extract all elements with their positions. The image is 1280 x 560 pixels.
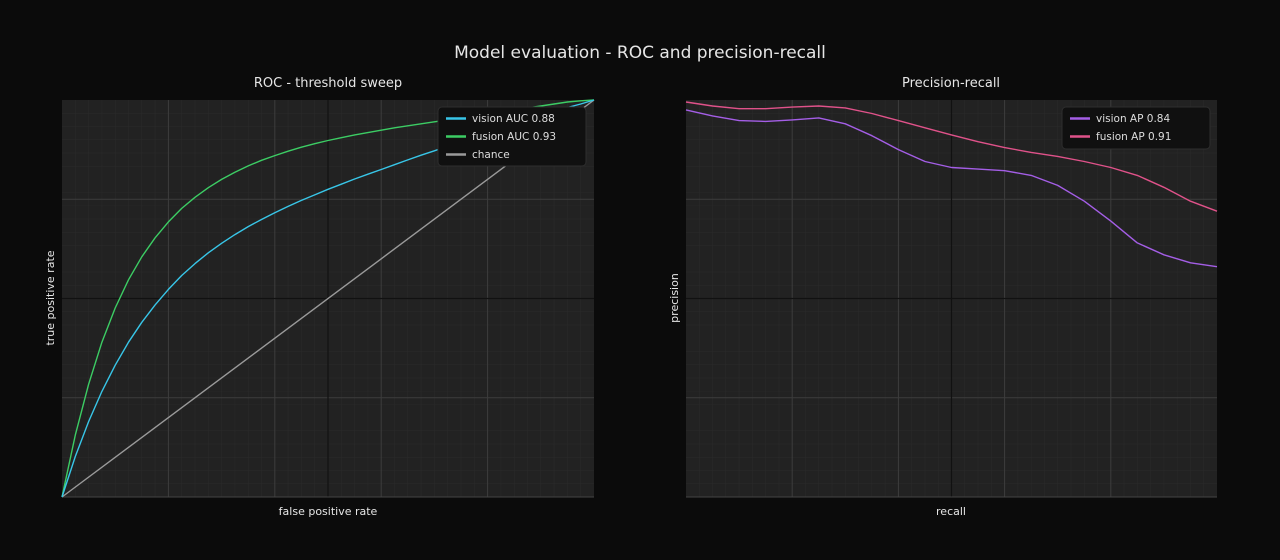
roc-legend: vision AUC 0.88 fusion AUC 0.93 chance bbox=[437, 106, 587, 167]
pr-legend-box bbox=[1061, 106, 1211, 150]
roc-legend-label-fusion: fusion AUC 0.93 bbox=[472, 131, 556, 143]
pr-series-line-vision bbox=[685, 109, 1218, 268]
pr-legend: vision AP 0.84 fusion AP 0.91 bbox=[1061, 106, 1211, 150]
roc-y-axis-label: true positive rate bbox=[44, 250, 57, 345]
pr-legend-label-vision: vision AP 0.84 bbox=[1096, 113, 1170, 125]
pr-x-axis-label: recall bbox=[936, 505, 966, 518]
roc-x-axis-label: false positive rate bbox=[279, 505, 378, 518]
pr-chart: Precision-recall recall precision vision… bbox=[668, 76, 1218, 518]
pr-grid bbox=[686, 100, 1217, 498]
pr-series-line-fusion bbox=[685, 101, 1218, 212]
pr-y-axis-label: precision bbox=[668, 273, 681, 323]
pr-series bbox=[685, 101, 1218, 268]
pr-chart-title: Precision-recall bbox=[902, 76, 1000, 91]
roc-legend-label-chance: chance bbox=[472, 149, 510, 161]
pr-legend-label-fusion: fusion AP 0.91 bbox=[1096, 131, 1171, 143]
roc-chart-title: ROC - threshold sweep bbox=[254, 76, 402, 91]
figure-title: Model evaluation - ROC and precision-rec… bbox=[454, 43, 826, 63]
roc-chart: ROC - threshold sweep false positive rat… bbox=[44, 76, 595, 518]
roc-legend-box bbox=[437, 106, 587, 167]
roc-legend-label-vision: vision AUC 0.88 bbox=[472, 113, 555, 125]
